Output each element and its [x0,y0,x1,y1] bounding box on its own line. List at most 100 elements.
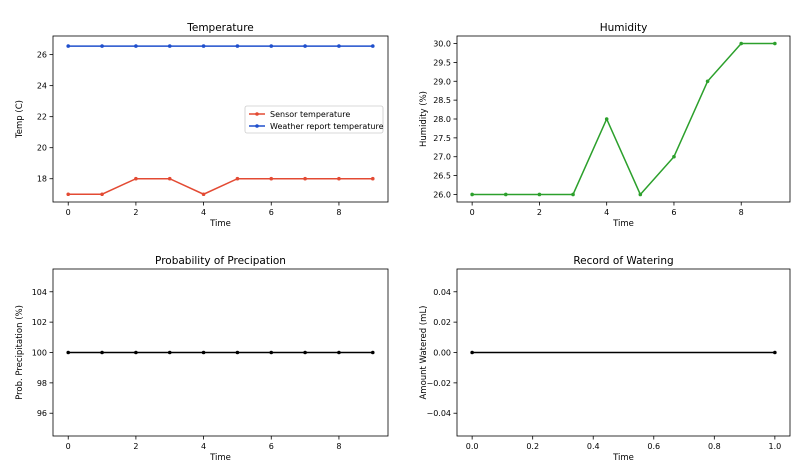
data-point [269,44,274,48]
data-point [100,350,104,355]
data-point [337,350,341,355]
x-tick-label: 0.0 [466,442,479,451]
legend-label: Sensor temperature [270,110,350,119]
y-tick-label: 27.5 [433,134,451,143]
legend-box [244,105,384,134]
x-axis-label: Time [209,219,231,229]
data-point [100,44,104,48]
y-tick-label: 18 [37,175,47,184]
x-tick-label: 0 [66,208,71,217]
x-axis-label: Time [209,453,231,463]
y-tick-label: 96 [37,409,47,418]
data-point [705,79,710,84]
chart-title: Record of Watering [573,255,673,267]
x-tick-label: 0.8 [708,442,721,451]
x-axis-label: Time [612,453,634,463]
legend-label: Weather report temperature [270,122,384,131]
humidity-chart: Humidity 0 2 4 6 8 26.0 26.5 27.0 27.5 28.0 28.5 29.… [419,22,791,229]
y-tick-label: 28.5 [433,96,451,105]
y-axis-label: Prob. Precipitation (%) [15,305,25,400]
data-point [201,192,206,197]
data-point [604,117,609,121]
data-point [201,44,206,48]
y-tick-label: 28.0 [433,115,451,124]
data-point [235,176,240,181]
x-tick-label: 6 [671,208,676,217]
y-tick-label: 24 [37,82,47,91]
x-tick-label: 2 [133,208,138,217]
data-point [503,192,508,197]
data-point [672,154,676,159]
series-line-0 [68,177,373,196]
x-tick-label: 0.4 [587,442,600,451]
data-point [571,192,575,197]
data-point [235,44,240,48]
y-axis-label: Temp (C) [15,100,25,139]
x-tick-label: 2 [133,442,138,451]
data-point [201,350,206,355]
data-point [167,350,172,355]
y-tick-label: 104 [32,288,47,297]
data-point [235,350,240,355]
series-line-0 [472,42,775,196]
data-point [134,176,138,181]
data-point [638,192,643,197]
x-tick-label: 1.0 [768,442,781,451]
x-tick-label: 4 [604,208,609,217]
data-point [370,176,375,181]
data-point [167,176,172,181]
plot-frame [456,35,791,203]
x-tick-label: 4 [201,208,206,217]
chart-title: Humidity [600,22,648,34]
chart-title: Temperature [186,22,254,34]
y-tick-label: −0.04 [426,409,451,418]
y-tick-label: 0.02 [433,318,451,327]
x-tick-label: 2 [537,208,542,217]
legend-swatch-marker [255,112,259,116]
data-point [134,44,138,48]
data-point [773,350,777,355]
y-tick-label: 29.0 [433,77,451,86]
data-point [303,176,307,181]
plot-frame [52,35,389,203]
data-point [269,176,274,181]
data-point [303,44,307,48]
y-axis-label: Amount Watered (mL) [419,305,429,399]
y-tick-label: 0.00 [433,349,451,358]
data-point [66,350,71,355]
data-point [303,350,307,355]
data-point [370,44,375,48]
x-tick-label: 8 [336,442,341,451]
x-tick-label: 0 [470,208,475,217]
x-tick-label: 8 [739,208,744,217]
y-axis-label: Humidity (%) [419,91,429,147]
data-point [167,44,172,48]
x-tick-label: 6 [269,442,274,451]
y-tick-label: 98 [37,379,47,388]
y-tick-label: 0.04 [433,288,451,297]
x-tick-label: 4 [201,442,206,451]
data-point [370,350,375,355]
data-point [773,41,777,46]
data-point [337,44,341,48]
data-point [66,44,71,48]
x-tick-label: 0.6 [647,442,660,451]
legend: Sensor temperature Weather report tempera… [244,105,384,134]
data-point [134,350,138,355]
x-tick-label: 0.2 [526,442,539,451]
y-tick-label: 100 [32,349,47,358]
y-tick-label: 30.0 [433,40,451,49]
precipitation-chart: Probability of Precipation 0 2 4 6 8 96 98 100 10… [15,255,389,463]
y-tick-label: 29.5 [433,58,451,67]
data-point [537,192,542,197]
y-tick-label: 26.5 [433,172,451,181]
x-axis-label: Time [612,219,634,229]
x-tick-label: 0 [66,442,71,451]
data-point [470,192,474,197]
y-tick-label: −0.02 [426,379,451,388]
x-tick-label: 6 [269,208,274,217]
watering-chart: Record of Watering 0.0 0.2 0.4 0.6 0.8 1.0 −0.0… [419,255,791,463]
data-point [269,350,274,355]
